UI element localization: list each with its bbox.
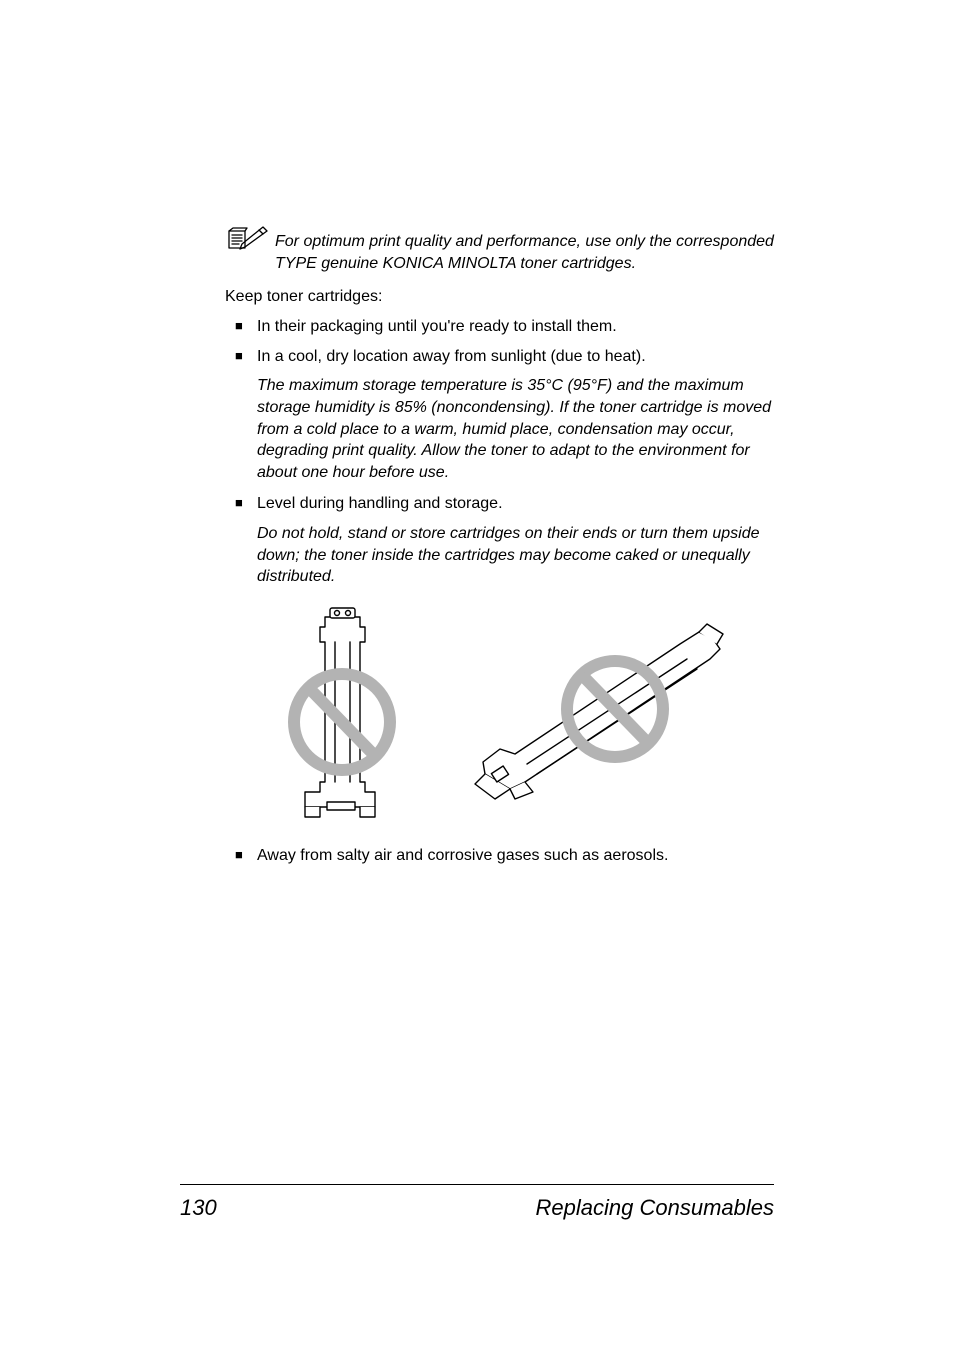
bullet-2-sub: The maximum storage temperature is 35°C …: [257, 375, 779, 483]
bullet-marker: ■: [235, 346, 257, 366]
page-container: For optimum print quality and performanc…: [0, 0, 954, 1351]
footer-rule: [180, 1184, 774, 1185]
note-pencil-icon: [225, 225, 275, 255]
footer-title: Replacing Consumables: [536, 1195, 774, 1221]
note-row: For optimum print quality and performanc…: [225, 225, 779, 274]
bullet-4: ■ Away from salty air and corrosive gase…: [235, 845, 779, 867]
bullet-1-text: In their packaging until you're ready to…: [257, 316, 779, 338]
bullet-3-text: Level during handling and storage.: [257, 493, 779, 515]
keep-line: Keep toner cartridges:: [225, 288, 779, 306]
cartridge-tilted-icon: [455, 614, 745, 814]
page-footer: 130 Replacing Consumables: [180, 1184, 774, 1221]
page-number: 130: [180, 1195, 217, 1221]
bullet-3: ■ Level during handling and storage.: [235, 493, 779, 515]
bullet-3-sub: Do not hold, stand or store cartridges o…: [257, 523, 779, 588]
diagram-area: [265, 602, 779, 827]
bullet-marker: ■: [235, 845, 257, 865]
bullet-2: ■ In a cool, dry location away from sunl…: [235, 346, 779, 368]
bullet-marker: ■: [235, 493, 257, 513]
bullet-2-text: In a cool, dry location away from sunlig…: [257, 346, 779, 368]
cartridge-upright-icon: [265, 602, 415, 827]
bullet-4-text: Away from salty air and corrosive gases …: [257, 845, 779, 867]
note-text: For optimum print quality and performanc…: [275, 225, 779, 274]
bullet-1: ■ In their packaging until you're ready …: [235, 316, 779, 338]
footer-line: 130 Replacing Consumables: [180, 1195, 774, 1221]
bullet-marker: ■: [235, 316, 257, 336]
